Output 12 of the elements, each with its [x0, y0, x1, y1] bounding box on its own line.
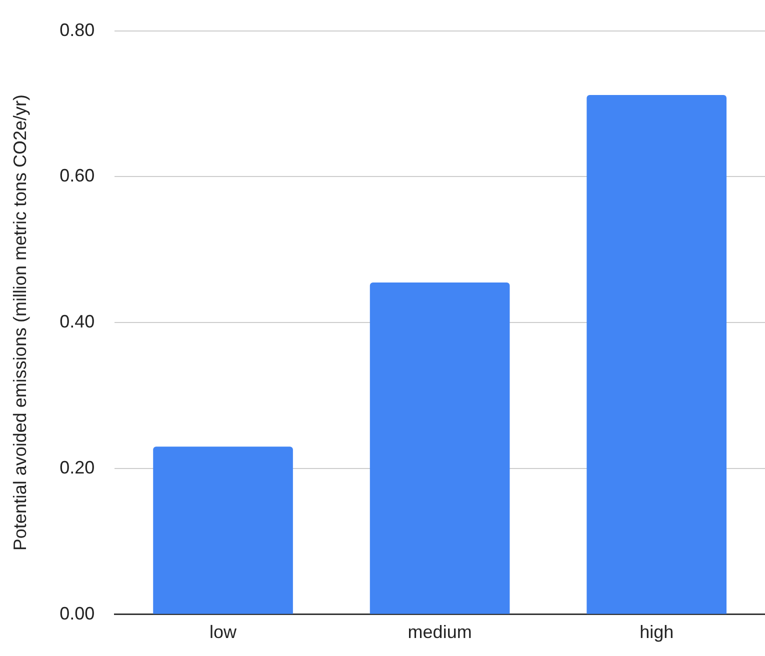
bar: [370, 282, 510, 614]
y-tick-label: 0.20: [60, 457, 95, 478]
bar: [586, 94, 727, 614]
x-tick-label: high: [640, 622, 674, 642]
y-axis-title: Potential avoided emissions (million metric tons CO2e/yr): [10, 94, 30, 551]
y-tick-label: 0.00: [60, 603, 95, 624]
y-tick-label: 0.40: [60, 312, 95, 332]
x-tick-label: low: [210, 622, 238, 642]
bar: [153, 446, 293, 614]
y-tick-label: 0.60: [60, 166, 95, 186]
x-tick-label: medium: [408, 622, 472, 642]
y-tick-label: 0.80: [60, 20, 95, 40]
